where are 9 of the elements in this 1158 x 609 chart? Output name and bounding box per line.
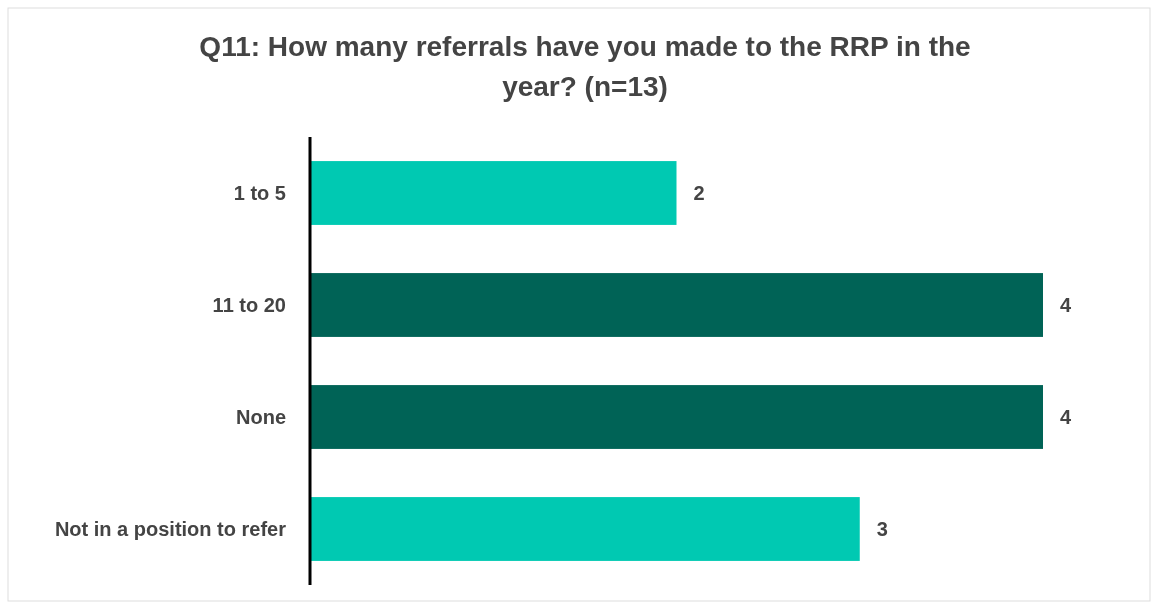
y-tick-label: None <box>236 406 286 428</box>
y-tick-label: 1 to 5 <box>233 182 286 204</box>
data-label: 3 <box>876 518 888 540</box>
data-label: 4 <box>1060 294 1072 316</box>
y-tick-label: 11 to 20 <box>212 294 286 316</box>
chart-title: Q11: How many referrals have you made to the RRP in the year? (n=13) <box>199 31 971 102</box>
data-label: 4 <box>1060 406 1072 428</box>
data-label: 2 <box>693 182 705 204</box>
y-tick-label: Not in a position to refer <box>54 518 287 540</box>
